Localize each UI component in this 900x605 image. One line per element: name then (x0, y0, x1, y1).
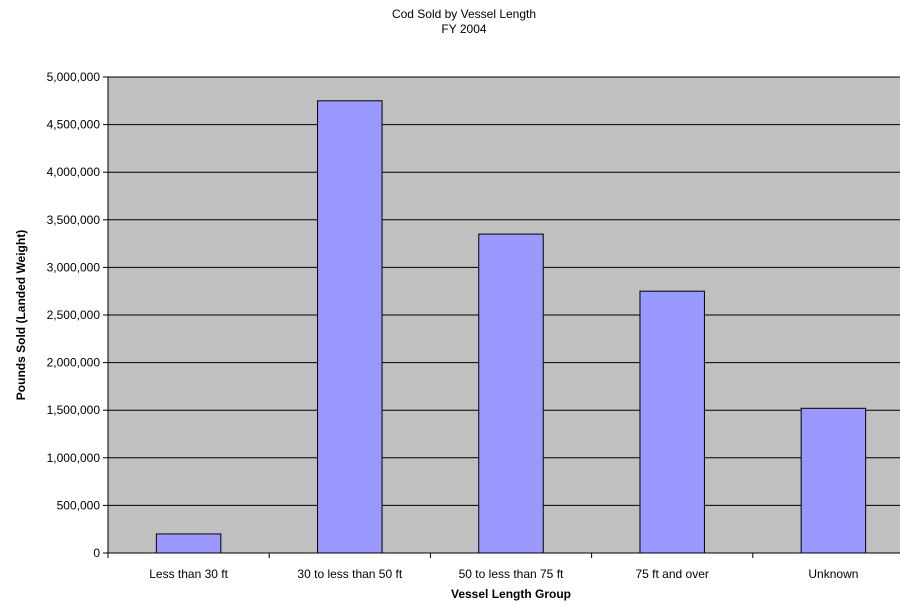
y-tick-label: 3,000,000 (47, 260, 101, 274)
y-tick-labels: 0 500,000 1,000,000 1,500,000 2,000,000 2,500… (47, 70, 101, 560)
y-tick-label: 0 (93, 546, 100, 560)
x-tick-label: 30 to less than 50 ft (297, 567, 402, 581)
x-tick-labels: Less than 30 ft 30 to less than 50 ft 50 t… (149, 567, 858, 581)
y-tick-label: 1,000,000 (47, 451, 101, 465)
bars (155, 100, 867, 554)
x-axis-title: Vessel Length Group (451, 587, 571, 601)
x-tick-label: 75 ft and over (636, 567, 709, 581)
chart-title: Cod Sold by Vessel Length (392, 7, 536, 21)
y-tick-label: 4,000,000 (47, 165, 101, 179)
bar (478, 233, 544, 554)
chart-subtitle: FY 2004 (441, 22, 486, 36)
y-tick-label: 1,500,000 (47, 403, 101, 417)
x-tick-label: Less than 30 ft (149, 567, 228, 581)
bar (639, 290, 705, 554)
bar (317, 100, 383, 554)
y-tick-label: 5,000,000 (47, 70, 101, 84)
y-tick-label: 4,500,000 (47, 118, 101, 132)
y-axis-title: Pounds Sold (Landed Weight) (14, 230, 28, 400)
y-tick-label: 3,500,000 (47, 213, 101, 227)
x-tick-label: Unknown (808, 567, 858, 581)
y-tick-label: 2,000,000 (47, 356, 101, 370)
x-tick-label: 50 to less than 75 ft (459, 567, 564, 581)
bar (155, 533, 222, 554)
bar (800, 407, 867, 554)
y-tick-label: 2,500,000 (47, 308, 101, 322)
y-tick-label: 500,000 (57, 498, 101, 512)
axes (103, 76, 900, 558)
